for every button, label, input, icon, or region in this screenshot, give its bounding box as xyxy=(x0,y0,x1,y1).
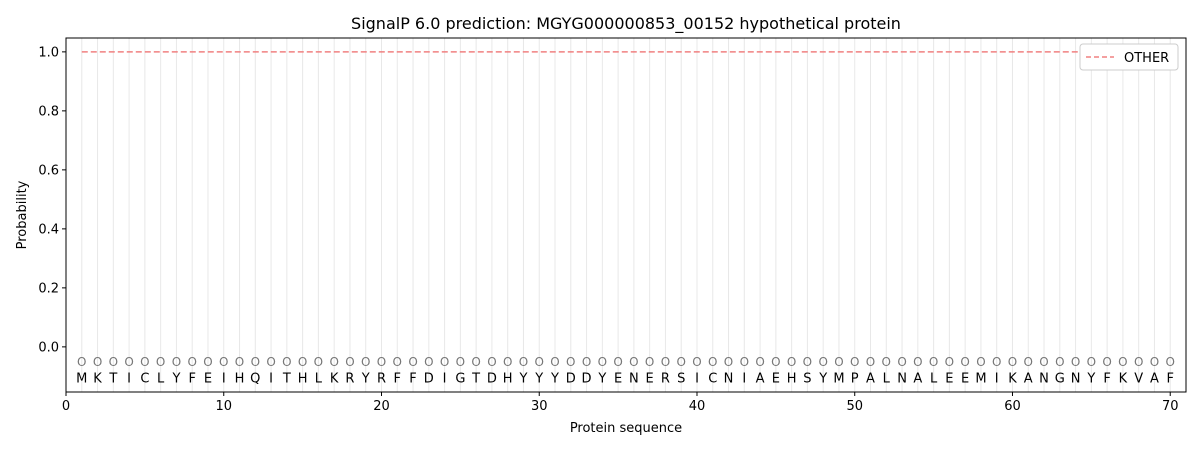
region-label: O xyxy=(1071,355,1080,369)
region-label: O xyxy=(629,355,638,369)
region-label: O xyxy=(471,355,480,369)
region-label: O xyxy=(1134,355,1143,369)
region-label: O xyxy=(282,355,291,369)
y-tick-label: 0.2 xyxy=(38,281,59,296)
region-label: O xyxy=(897,355,906,369)
region-label: O xyxy=(1055,355,1064,369)
region-label: O xyxy=(235,355,244,369)
region-label: O xyxy=(803,355,812,369)
region-label: O xyxy=(676,355,685,369)
region-label: O xyxy=(913,355,922,369)
region-label: O xyxy=(1118,355,1127,369)
region-label: O xyxy=(519,355,528,369)
region-label: O xyxy=(219,355,228,369)
chart-title: SignalP 6.0 prediction: MGYG000000853_00… xyxy=(351,14,901,34)
region-label: O xyxy=(408,355,417,369)
region-label: O xyxy=(613,355,622,369)
region-label: O xyxy=(156,355,165,369)
y-tick-label: 0.6 xyxy=(38,163,59,178)
region-label: O xyxy=(329,355,338,369)
region-label: O xyxy=(77,355,86,369)
region-label: O xyxy=(456,355,465,369)
region-label: O xyxy=(866,355,875,369)
region-label: O xyxy=(771,355,780,369)
region-label: O xyxy=(1039,355,1048,369)
region-label: O xyxy=(834,355,843,369)
region-label: O xyxy=(882,355,891,369)
legend: OTHER xyxy=(1079,43,1179,71)
region-label: O xyxy=(818,355,827,369)
region-label: O xyxy=(203,355,212,369)
region-label: O xyxy=(266,355,275,369)
y-axis-label: Probability xyxy=(15,180,30,249)
x-axis-label: Protein sequence xyxy=(570,421,682,436)
region-label: O xyxy=(992,355,1001,369)
region-label: O xyxy=(724,355,733,369)
region-label: O xyxy=(661,355,670,369)
region-label: O xyxy=(487,355,496,369)
region-label: O xyxy=(850,355,859,369)
region-label: O xyxy=(645,355,654,369)
region-label: O xyxy=(692,355,701,369)
region-label: O xyxy=(251,355,260,369)
region-label: O xyxy=(960,355,969,369)
region-label: O xyxy=(550,355,559,369)
region-label: O xyxy=(393,355,402,369)
x-tick-label: 30 xyxy=(531,399,548,414)
region-label: O xyxy=(566,355,575,369)
x-tick-label: 10 xyxy=(215,399,232,414)
region-label: O xyxy=(976,355,985,369)
x-tick-label: 20 xyxy=(373,399,390,414)
region-label: O xyxy=(1024,355,1033,369)
x-tick-label: 40 xyxy=(689,399,706,414)
region-label: O xyxy=(172,355,181,369)
residue-sequence: MKTICLYFEIHQITHLKRYRFFDIGTDHYYYDDYENERSI… xyxy=(76,372,1174,387)
region-label: O xyxy=(440,355,449,369)
region-label: O xyxy=(755,355,764,369)
region-label: O xyxy=(424,355,433,369)
region-label: O xyxy=(345,355,354,369)
region-label: O xyxy=(787,355,796,369)
region-label: O xyxy=(140,355,149,369)
region-label: O xyxy=(93,355,102,369)
region-label: O xyxy=(1150,355,1159,369)
plot-frame xyxy=(65,37,1187,393)
y-tick-label: 1.0 xyxy=(38,45,59,60)
region-label: O xyxy=(740,355,749,369)
y-tick-label: 0.8 xyxy=(38,104,59,119)
region-label: O xyxy=(377,355,386,369)
x-tick-label: 60 xyxy=(1004,399,1021,414)
x-tick-label: 0 xyxy=(62,399,70,414)
region-label: O xyxy=(598,355,607,369)
x-tick-label: 50 xyxy=(846,399,863,414)
region-label: O xyxy=(109,355,118,369)
region-label: O xyxy=(503,355,512,369)
legend-box xyxy=(1079,43,1179,71)
region-label: O xyxy=(1008,355,1017,369)
region-label: O xyxy=(708,355,717,369)
region-label: O xyxy=(535,355,544,369)
region-label: O xyxy=(929,355,938,369)
region-label: O xyxy=(314,355,323,369)
region-label: O xyxy=(1087,355,1096,369)
region-label: O xyxy=(298,355,307,369)
legend-label-other: OTHER xyxy=(1124,51,1169,66)
y-tick-label: 0.0 xyxy=(38,340,59,355)
region-label: O xyxy=(1165,355,1174,369)
y-tick-label: 0.4 xyxy=(38,222,59,237)
x-tick-label: 70 xyxy=(1162,399,1179,414)
region-label: O xyxy=(361,355,370,369)
region-label: O xyxy=(945,355,954,369)
region-label: O xyxy=(187,355,196,369)
region-label: O xyxy=(582,355,591,369)
region-label: O xyxy=(124,355,133,369)
region-label: O xyxy=(1102,355,1111,369)
